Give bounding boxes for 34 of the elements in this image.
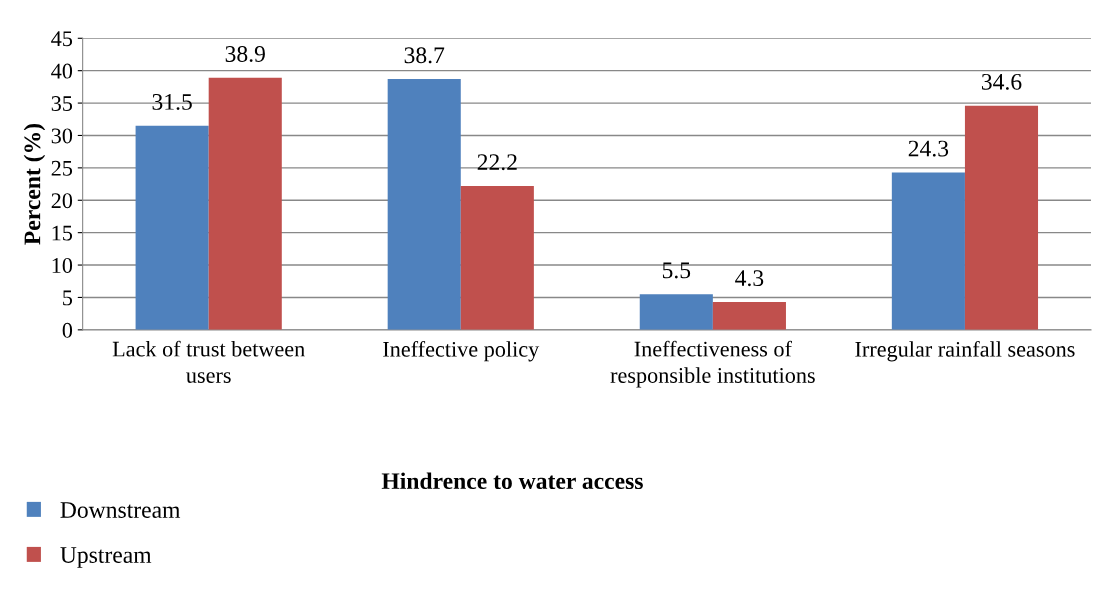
bar: [891, 172, 965, 330]
y-tick-label: 35: [51, 96, 73, 111]
legend-label: Upstream: [60, 547, 152, 568]
y-tick-label: 20: [51, 193, 73, 209]
y-tick-label: 45: [51, 31, 73, 47]
y-tick-label: 30: [51, 128, 73, 144]
y-axis-title: Percent (%): [23, 124, 46, 245]
data-label: 38.7: [404, 47, 445, 64]
data-label: 24.3: [908, 140, 949, 157]
x-tick-label: Irregular rainfall seasons: [855, 340, 1075, 362]
data-label: 31.5: [152, 93, 192, 110]
bar: [712, 301, 786, 330]
bar: [460, 186, 534, 330]
data-label: 38.9: [225, 45, 265, 62]
bar: [639, 294, 713, 330]
y-tick-label: 10: [52, 257, 73, 273]
data-label: 34.6: [981, 73, 1022, 90]
bar: [387, 79, 461, 330]
bar: [964, 105, 1039, 330]
data-label: 22.2: [477, 154, 517, 171]
y-tick-label: 40: [51, 63, 73, 79]
x-tick-label: Ineffective policy: [383, 340, 540, 362]
x-axis-title: Hindrence to water access: [381, 472, 643, 490]
x-tick-label: Ineffectiveness of responsible institutions: [610, 340, 815, 388]
legend-label: Downstream: [60, 502, 181, 518]
bar: [208, 77, 282, 330]
y-tick-label: 5: [63, 290, 73, 306]
y-tick-label: 15: [52, 225, 73, 241]
bar: [135, 125, 209, 330]
y-tick-label: 25: [51, 160, 73, 176]
x-tick-label: Lack of trust between users: [112, 340, 305, 383]
data-label: 4.3: [735, 270, 764, 287]
y-tick-label: 0: [62, 322, 73, 338]
data-label: 5.5: [662, 262, 691, 279]
